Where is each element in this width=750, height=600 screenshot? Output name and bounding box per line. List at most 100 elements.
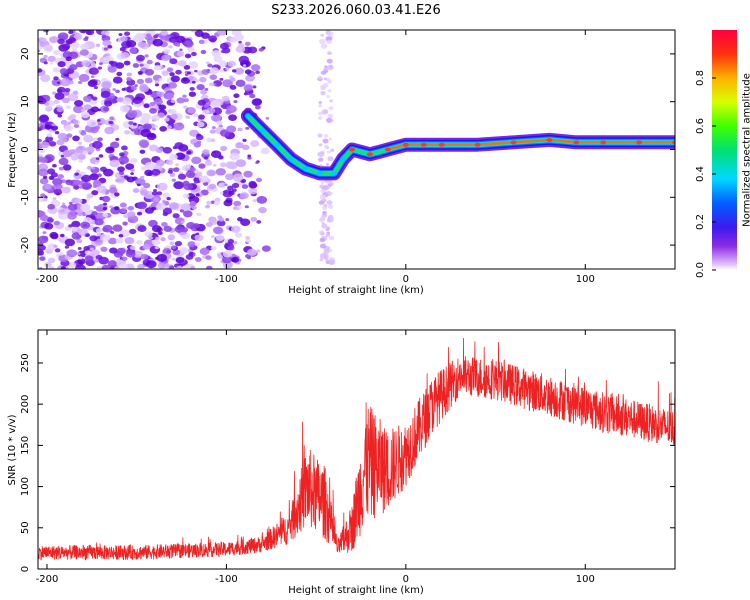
noise-blob [210,113,222,122]
noise-blob [132,188,140,193]
noise-blob [176,97,185,104]
noise-blob [329,119,334,122]
noise-blob [225,109,232,115]
noise-blob [53,49,61,55]
noise-blob [120,35,128,42]
noise-blob [114,192,120,197]
noise-blob [169,109,177,115]
noise-blob [48,216,52,220]
noise-blob [97,137,103,142]
noise-blob [115,137,120,141]
noise-blob [87,79,98,88]
noise-blob [86,193,94,199]
spectrogram-x-tick-label: -100 [215,274,238,285]
noise-blob [197,212,202,217]
noise-blob [92,140,103,149]
noise-blob [66,249,78,258]
noise-blob [47,257,56,264]
noise-blob [209,67,219,75]
noise-blob [170,99,176,103]
noise-blob [241,184,249,189]
snr-y-tick-label: 0 [20,566,31,572]
noise-blob [146,59,153,65]
noise-blob [327,156,334,162]
noise-blob [194,234,204,242]
noise-blob [38,235,49,244]
noise-blob [159,125,167,132]
noise-blob [90,106,99,113]
noise-blob [53,76,59,81]
noise-blob [207,63,213,68]
snr-x-tick-label: -100 [215,574,238,585]
snr-y-tick-label: 50 [20,521,31,534]
noise-blob [95,157,100,160]
noise-blob [102,224,113,233]
noise-blob [162,146,172,154]
noise-blob [57,114,63,118]
noise-blob [137,70,143,75]
noise-blob [61,202,66,206]
noise-blob [155,236,160,241]
noise-blob [203,156,209,160]
noise-blob [151,114,160,122]
noise-blob [250,140,260,147]
noise-blob [91,211,98,216]
noise-blob [137,263,145,269]
ridge-point [636,140,643,145]
noise-blob [211,235,215,239]
noise-blob [71,226,79,232]
noise-blob [206,265,213,269]
noise-blob [237,127,243,132]
noise-blob [222,79,233,88]
noise-blob [186,150,192,155]
noise-blob [251,98,262,107]
noise-blob [54,130,60,135]
spectrogram-marks [38,30,675,269]
noise-blob [47,168,56,175]
noise-blob [126,76,132,82]
noise-blob [195,134,204,141]
noise-blob [162,207,173,215]
noise-blob [320,43,328,49]
snr-y-tick-label: 250 [20,353,31,372]
noise-blob [317,133,323,138]
noise-blob [154,125,159,128]
noise-blob [69,149,76,155]
noise-blob [144,162,155,170]
noise-blob [194,69,198,73]
noise-blob [69,210,77,216]
ridge-point [340,157,347,162]
noise-blob [201,69,210,75]
noise-blob [40,74,51,82]
noise-blob [142,243,151,250]
ridge-point [244,114,251,119]
spectrogram-x-tick-label: -200 [36,274,59,285]
noise-blob [48,36,59,44]
noise-blob [329,182,334,186]
noise-blob [71,47,77,53]
noise-blob [76,238,83,244]
noise-blob [193,181,198,184]
noise-blob [149,107,157,114]
noise-blob [108,147,115,152]
noise-blob [238,43,245,48]
noise-blob [48,266,55,269]
noise-blob [112,88,116,91]
noise-blob [81,174,92,183]
noise-blob [208,35,218,43]
noise-blob [176,265,183,269]
noise-blob [323,184,330,190]
noise-blob [184,53,192,59]
noise-blob [230,225,241,233]
ridge-point [331,171,338,176]
noise-blob [202,181,209,186]
noise-blob [244,69,252,75]
colorbar-ticks: 0.0 0.2 0.4 0.6 0.8 [695,70,716,278]
noise-blob [39,256,46,261]
ridge-point [259,128,266,133]
noise-blob [225,218,230,222]
noise-blob [68,224,73,228]
noise-blob [59,252,64,256]
noise-blob [256,249,261,253]
noise-blob [182,94,187,98]
